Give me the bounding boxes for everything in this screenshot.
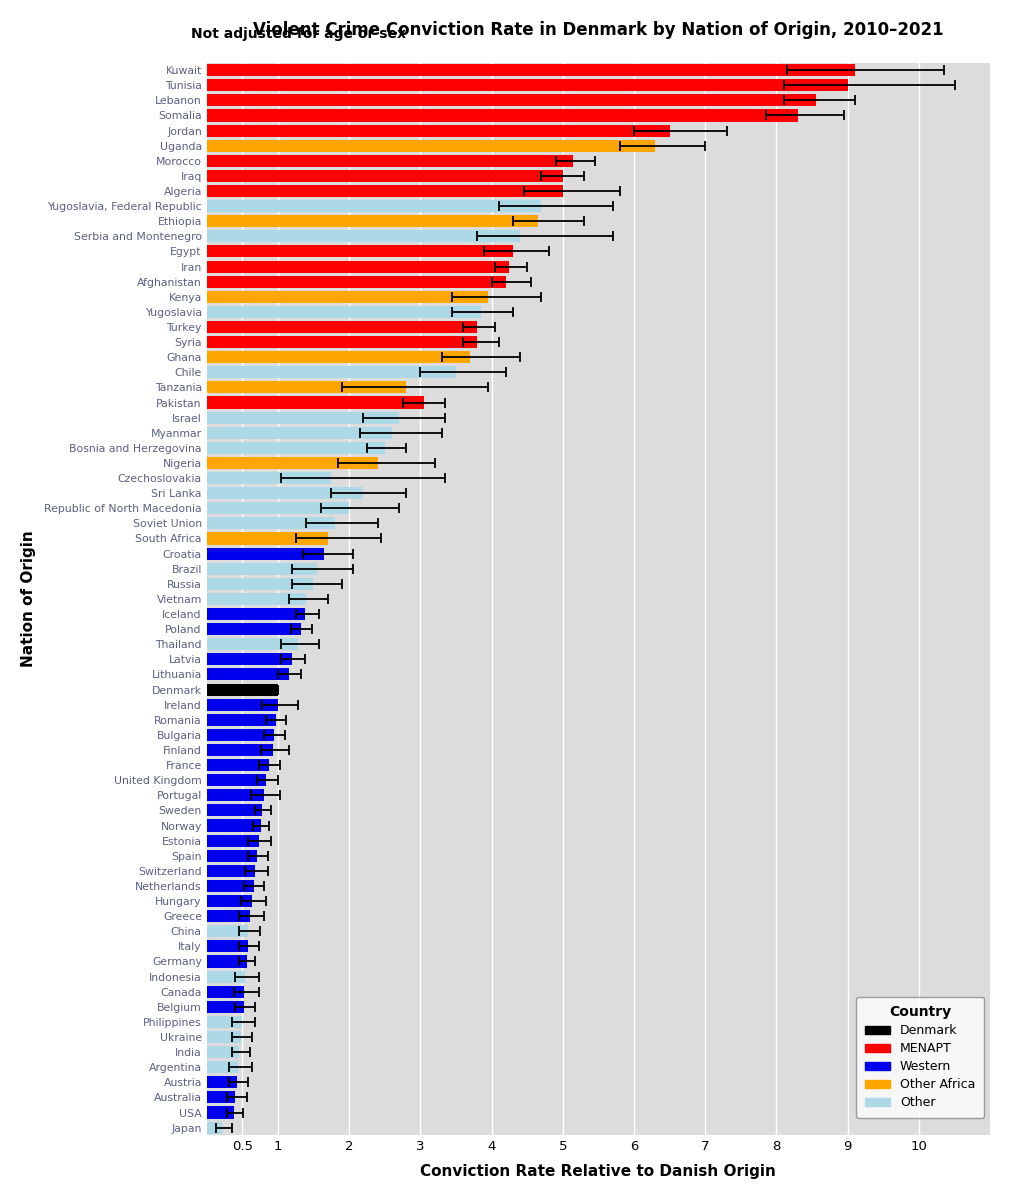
Bar xyxy=(206,804,262,816)
Bar xyxy=(206,774,267,786)
Bar xyxy=(206,533,328,545)
Bar xyxy=(206,185,563,197)
Bar xyxy=(206,396,424,408)
Bar xyxy=(206,125,669,137)
Bar xyxy=(206,668,288,680)
Bar xyxy=(206,1061,238,1073)
Bar xyxy=(206,1016,243,1028)
Bar xyxy=(206,577,313,590)
Bar xyxy=(206,744,273,756)
Bar xyxy=(206,971,245,983)
Bar xyxy=(206,306,481,318)
Bar xyxy=(206,1106,234,1118)
Bar xyxy=(206,547,325,559)
Bar xyxy=(206,955,247,967)
Bar xyxy=(206,985,245,997)
Bar xyxy=(206,276,506,288)
Text: Not adjusted for age or sex: Not adjusted for age or sex xyxy=(191,28,406,41)
Bar xyxy=(206,1076,237,1088)
Bar xyxy=(206,139,655,151)
Bar xyxy=(206,503,349,515)
Bar xyxy=(206,941,248,953)
Bar xyxy=(206,457,377,469)
Legend: Denmark, MENAPT, Western, Other Africa, Other: Denmark, MENAPT, Western, Other Africa, … xyxy=(856,997,984,1118)
Bar xyxy=(206,1001,244,1013)
Bar xyxy=(206,320,477,334)
Bar xyxy=(206,684,278,696)
Bar xyxy=(206,850,257,862)
Bar xyxy=(206,880,254,892)
Bar xyxy=(206,1091,236,1104)
Bar xyxy=(206,382,406,394)
Bar xyxy=(206,698,278,710)
Bar xyxy=(206,442,385,454)
Bar xyxy=(206,593,306,605)
Bar xyxy=(206,653,292,665)
Bar xyxy=(206,472,332,484)
X-axis label: Conviction Rate Relative to Danish Origin: Conviction Rate Relative to Danish Origi… xyxy=(421,1164,776,1180)
Bar xyxy=(206,865,255,877)
Bar xyxy=(206,834,259,847)
Bar xyxy=(206,366,456,378)
Title: Violent Crime Conviction Rate in Denmark by Nation of Origin, 2010–2021: Violent Crime Conviction Rate in Denmark… xyxy=(253,20,943,38)
Bar xyxy=(206,487,363,499)
Bar xyxy=(206,200,542,212)
Bar xyxy=(206,170,563,182)
Bar xyxy=(206,760,269,772)
Bar xyxy=(206,412,399,424)
Bar xyxy=(206,910,250,922)
Bar xyxy=(206,109,798,121)
Bar xyxy=(206,290,488,302)
Bar xyxy=(206,1122,222,1134)
Bar xyxy=(206,95,816,107)
Bar xyxy=(206,728,274,740)
Bar xyxy=(206,714,276,726)
Y-axis label: Nation of Origin: Nation of Origin xyxy=(21,530,35,667)
Bar xyxy=(206,1046,240,1058)
Bar xyxy=(206,64,855,77)
Bar xyxy=(206,260,510,272)
Bar xyxy=(206,246,513,258)
Bar xyxy=(206,563,317,575)
Bar xyxy=(206,230,520,242)
Bar xyxy=(206,352,470,364)
Bar xyxy=(206,820,261,832)
Bar xyxy=(206,155,573,167)
Bar xyxy=(206,427,392,439)
Bar xyxy=(206,790,264,802)
Bar xyxy=(206,79,847,91)
Bar xyxy=(206,215,538,227)
Bar xyxy=(206,608,305,620)
Bar xyxy=(206,336,477,348)
Bar xyxy=(206,925,248,937)
Bar xyxy=(206,895,252,907)
Bar xyxy=(206,623,300,635)
Bar xyxy=(206,638,298,650)
Bar xyxy=(206,1031,241,1043)
Bar xyxy=(206,517,335,529)
